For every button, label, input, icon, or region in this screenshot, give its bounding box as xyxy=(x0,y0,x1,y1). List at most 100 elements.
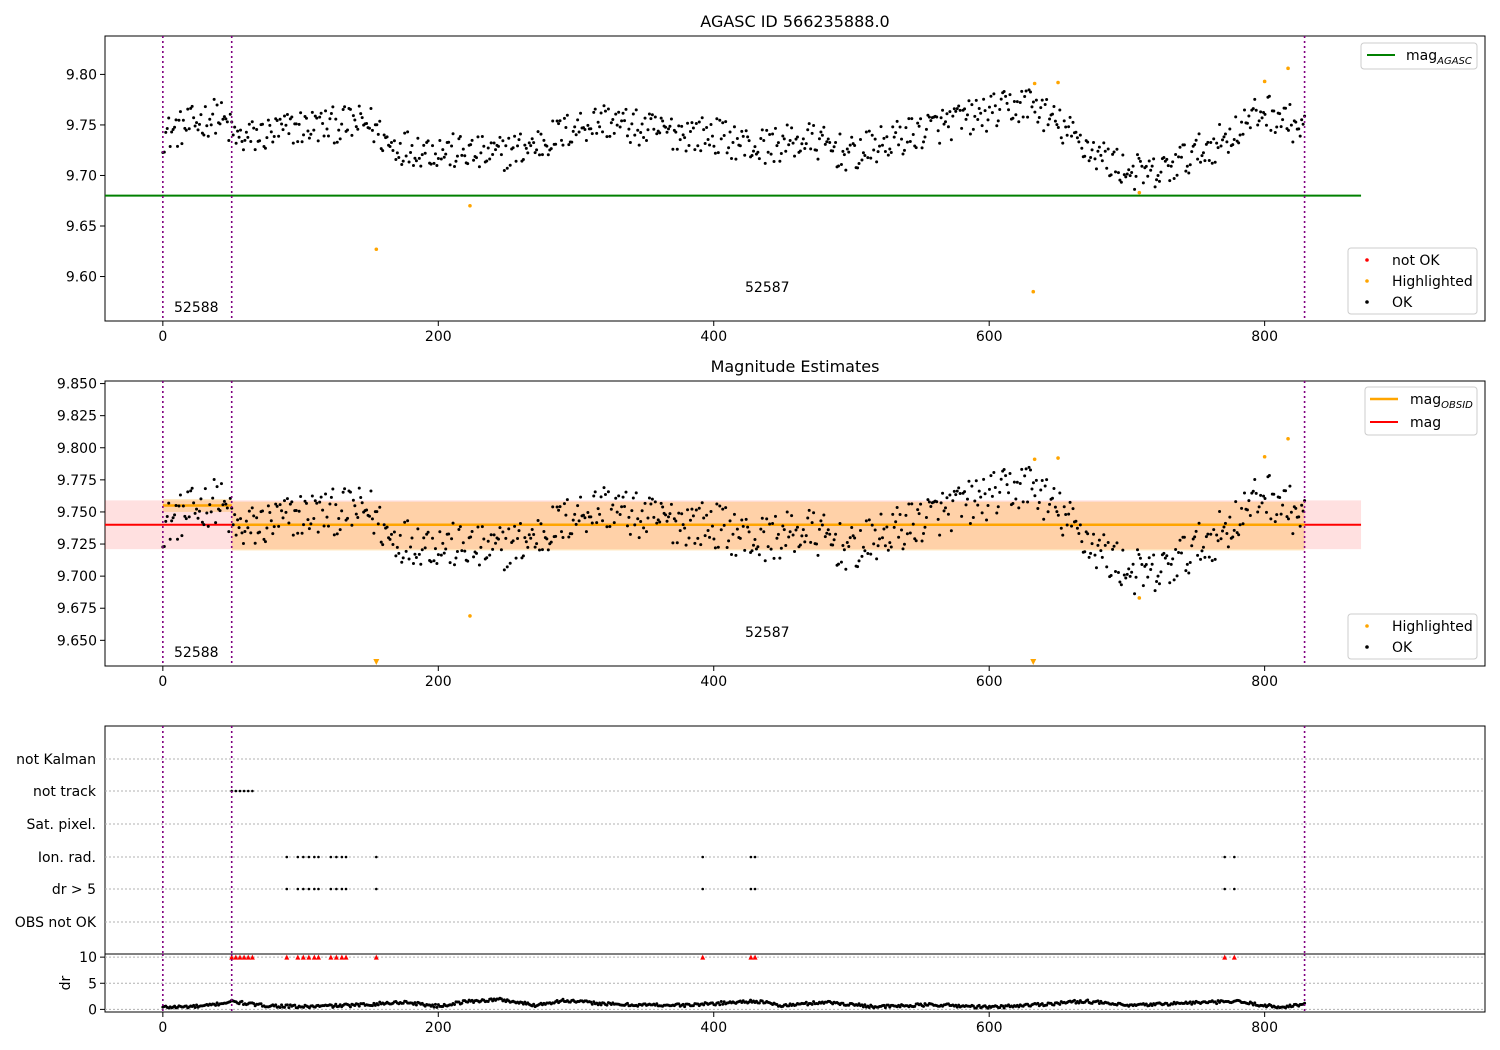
ok-point xyxy=(212,478,216,482)
ok-point xyxy=(1193,143,1197,147)
ok-point xyxy=(1067,125,1071,129)
ok-point xyxy=(982,477,986,481)
ok-point xyxy=(785,510,789,514)
magnitude-panel-title: Magnitude Estimates xyxy=(711,357,880,376)
dr-point xyxy=(898,1005,902,1009)
ok-point xyxy=(778,556,782,560)
legend-highlighted-2: Highlighted xyxy=(1392,619,1473,635)
ok-point xyxy=(177,504,181,508)
ok-point xyxy=(1291,532,1295,536)
ok-point xyxy=(432,559,436,563)
ok-point xyxy=(507,136,511,140)
agasc-point-legend: not OK Highlighted OK xyxy=(1347,247,1478,315)
ok-point xyxy=(599,111,603,115)
ok-point xyxy=(227,138,231,142)
ok-point xyxy=(535,542,539,546)
ok-point xyxy=(1256,123,1260,127)
dr-point xyxy=(922,1004,926,1008)
ok-point xyxy=(1259,110,1263,114)
ok-point xyxy=(187,127,191,131)
ok-point xyxy=(322,134,326,138)
ok-point xyxy=(772,160,776,164)
ok-point xyxy=(606,107,610,111)
ok-point xyxy=(898,125,902,129)
magnitude-panel: Magnitude Estimates 52588 52587 magOBSID… xyxy=(104,357,1486,667)
ok-point xyxy=(837,562,841,566)
ok-point xyxy=(878,537,882,541)
ok-point xyxy=(794,137,798,141)
ok-point xyxy=(192,501,196,505)
dr-point xyxy=(702,1003,706,1007)
ok-point xyxy=(395,151,399,155)
ok-point xyxy=(1285,515,1289,519)
highlighted-point xyxy=(468,203,472,208)
ok-point xyxy=(1122,573,1126,577)
ok-point xyxy=(861,151,865,155)
ok-point xyxy=(809,540,813,544)
ok-point xyxy=(540,548,544,552)
ok-point xyxy=(822,125,826,129)
dr-point xyxy=(370,1004,374,1008)
ok-point xyxy=(196,516,200,520)
ok-point xyxy=(1027,465,1031,469)
ok-point xyxy=(181,118,185,122)
ok-point xyxy=(904,126,908,130)
ok-point xyxy=(231,133,235,137)
ok-point xyxy=(741,134,745,138)
ok-point xyxy=(419,164,423,168)
legend-ok-2: OK xyxy=(1392,640,1413,656)
ok-point xyxy=(1199,160,1203,164)
ok-point xyxy=(948,110,952,114)
ok-point xyxy=(170,130,174,134)
flag-point xyxy=(234,789,238,793)
ok-point xyxy=(370,128,374,132)
ok-point xyxy=(1043,103,1047,107)
x-tick-label: 0 xyxy=(158,329,167,345)
ok-point xyxy=(176,537,180,541)
ok-point xyxy=(294,122,298,126)
dr-point xyxy=(413,1001,417,1005)
ok-point xyxy=(765,517,769,521)
ok-point xyxy=(285,112,289,116)
ok-point xyxy=(404,154,408,158)
ok-point xyxy=(388,145,392,149)
ok-point xyxy=(1048,502,1052,506)
ok-point xyxy=(801,137,805,141)
dr-point xyxy=(722,1000,726,1004)
ok-point xyxy=(1092,532,1096,536)
ok-point xyxy=(661,119,665,123)
ok-point xyxy=(450,537,454,541)
ok-point xyxy=(1137,552,1141,556)
ok-point xyxy=(1096,543,1100,547)
ok-point xyxy=(433,152,437,156)
ok-point xyxy=(1023,95,1027,99)
ok-point xyxy=(281,128,285,132)
ok-point xyxy=(832,145,836,149)
ok-point xyxy=(1231,143,1235,147)
ok-point xyxy=(388,537,392,541)
ok-point xyxy=(590,521,594,525)
ok-point xyxy=(675,541,679,545)
ok-point xyxy=(1188,560,1192,564)
ok-point xyxy=(948,493,952,497)
highlighted-point xyxy=(1262,79,1267,84)
ok-point xyxy=(1109,173,1113,177)
ok-point xyxy=(705,126,709,130)
ok-point xyxy=(885,525,889,529)
y-tick-label: 9.775 xyxy=(57,473,97,489)
ok-point xyxy=(747,139,751,143)
ok-point xyxy=(919,117,923,121)
ok-point xyxy=(1297,127,1301,131)
ok-point xyxy=(976,118,980,122)
ok-point xyxy=(870,523,874,527)
ok-point xyxy=(299,495,303,499)
ok-point xyxy=(834,532,838,536)
ok-point xyxy=(513,134,517,138)
dr-point xyxy=(677,1002,681,1006)
ok-point xyxy=(888,147,892,151)
ok-point xyxy=(665,519,669,523)
ok-point xyxy=(1254,491,1258,495)
ok-point xyxy=(278,503,282,507)
ok-point xyxy=(1147,159,1151,163)
ok-point xyxy=(1024,89,1028,93)
